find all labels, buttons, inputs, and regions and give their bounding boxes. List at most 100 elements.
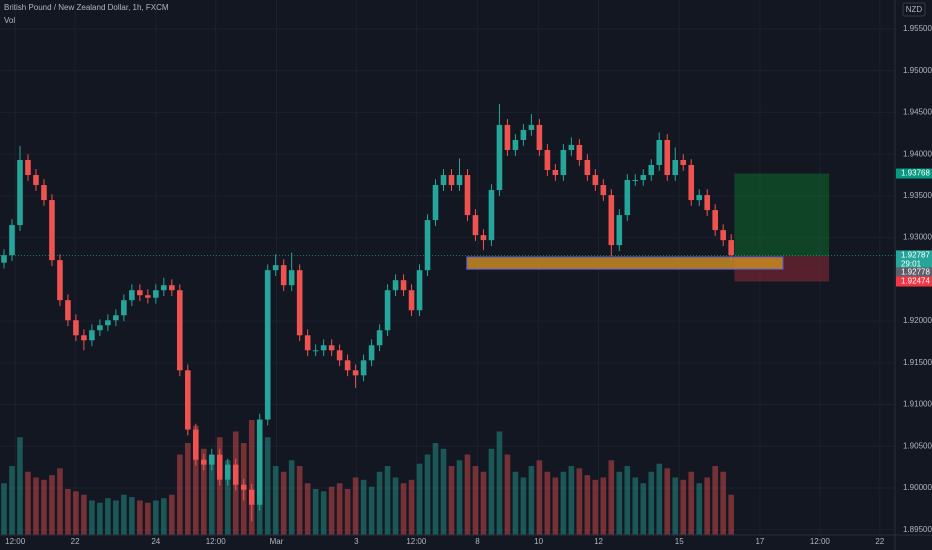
volume-bar <box>696 483 703 535</box>
x-tick-label: 12:00 <box>810 537 831 546</box>
candle-body <box>552 170 559 176</box>
candle-body <box>728 240 734 256</box>
candle-body <box>392 280 399 291</box>
candle-body <box>576 144 583 160</box>
volume-bar <box>272 466 279 535</box>
candle-body <box>472 215 479 236</box>
candle-body <box>640 175 647 181</box>
volume-bar <box>161 498 167 535</box>
candle-body <box>544 149 551 171</box>
candle-body <box>272 265 279 271</box>
candle-body <box>280 265 287 286</box>
candle-body <box>648 165 655 176</box>
price-tag <box>896 250 932 271</box>
volume-bar <box>480 471 487 535</box>
candle-body <box>153 290 159 298</box>
x-tick-label: 3 <box>354 537 359 546</box>
volume-bar <box>504 454 511 535</box>
volume-bar <box>464 454 471 535</box>
volume-bar <box>177 454 183 535</box>
price-tag-label: 1.93768 <box>901 169 930 178</box>
volume-bar <box>568 466 575 535</box>
y-tick-label: 1.92000 <box>903 316 932 325</box>
y-tick-label: 1.91000 <box>903 400 932 409</box>
volume-bar <box>656 463 663 535</box>
volume-bar <box>216 437 223 535</box>
currency-box[interactable] <box>902 2 926 17</box>
volume-bar <box>121 494 127 535</box>
volume-bar <box>520 477 527 535</box>
volume-bar <box>25 471 31 535</box>
volume-bar <box>512 471 519 535</box>
y-tick-label: 1.89500 <box>903 525 932 534</box>
x-tick-label: 12 <box>594 537 603 546</box>
volume-bar <box>496 431 503 535</box>
candle-body <box>616 215 623 246</box>
volume-bar <box>288 460 295 535</box>
volume-bar <box>328 486 335 535</box>
candle-body <box>488 190 495 241</box>
candle-body <box>704 195 711 211</box>
y-tick-label: 1.94000 <box>903 149 932 158</box>
volume-bar <box>432 443 439 535</box>
candle-body <box>169 285 175 291</box>
candle-body <box>456 175 463 186</box>
candle-body <box>312 350 319 352</box>
candle-body <box>592 175 599 186</box>
plot <box>0 104 895 535</box>
volume-bar <box>105 498 111 535</box>
candle-body <box>400 280 407 291</box>
candle-body <box>408 290 415 311</box>
candle-body <box>49 200 55 261</box>
support-zone <box>466 256 784 270</box>
volume-bar <box>280 471 287 535</box>
volume-bar <box>336 483 343 535</box>
candle-body <box>256 419 263 505</box>
volume-bar <box>424 454 431 535</box>
volume-bar <box>208 454 215 535</box>
candle-body <box>368 345 375 361</box>
volume-bar <box>129 497 135 535</box>
candle-body <box>121 300 127 316</box>
volume-bar <box>73 491 79 535</box>
volume-bar <box>153 500 159 535</box>
candle-body <box>17 159 23 226</box>
candle-body <box>600 185 607 196</box>
volume-bar <box>169 494 175 535</box>
candle-body <box>496 124 503 191</box>
candle-body <box>248 489 255 505</box>
candle-body <box>81 335 87 341</box>
candle-body <box>384 290 391 331</box>
volume-bar <box>184 443 191 535</box>
candle-body <box>632 180 639 182</box>
candle-body <box>177 290 183 371</box>
candle-body <box>65 300 71 321</box>
x-tick-label: 12:00 <box>206 537 227 546</box>
candle-body <box>184 370 191 430</box>
volume-bar <box>81 494 87 535</box>
candle-body <box>232 464 239 485</box>
y-tick-label: 1.95000 <box>903 66 932 75</box>
volume-bar <box>536 460 543 535</box>
candle-body <box>240 484 247 490</box>
candle-body <box>664 139 671 176</box>
volume-bar <box>624 466 631 535</box>
candle-body <box>336 350 343 361</box>
candle-body <box>161 285 167 291</box>
price-tag <box>896 276 932 287</box>
volume-bar <box>552 477 559 535</box>
price-tag-label: 1.92778 <box>901 268 930 277</box>
currency-label: NZD <box>906 5 923 14</box>
candle-body <box>9 225 15 256</box>
candle-body <box>352 370 359 376</box>
price-tag-label: 1.92474 <box>901 277 930 286</box>
volume-bar <box>376 471 383 535</box>
candle-body <box>528 124 535 130</box>
candle-body <box>57 260 63 301</box>
volume-bar <box>528 466 535 535</box>
volume-bar <box>97 502 103 535</box>
volume-bar <box>560 471 567 535</box>
volume-bar <box>384 466 391 535</box>
volume-bar <box>248 420 255 535</box>
candle-body <box>264 270 271 420</box>
